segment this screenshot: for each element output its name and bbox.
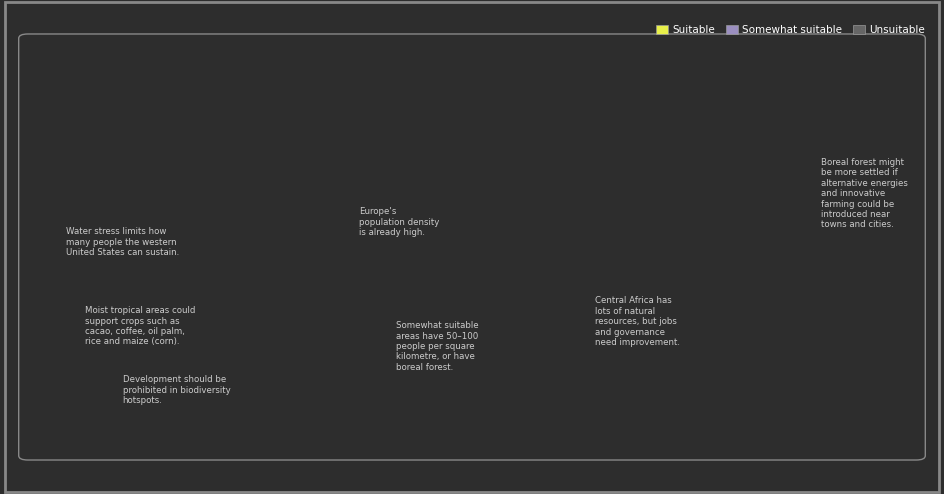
Legend: Suitable, Somewhat suitable, Unsuitable: Suitable, Somewhat suitable, Unsuitable [651,20,929,39]
Text: Development should be
prohibited in biodiversity
hotspots.: Development should be prohibited in biod… [123,375,230,405]
Text: Somewhat suitable
areas have 50–100
people per square
kilometre, or have
boreal : Somewhat suitable areas have 50–100 peop… [396,321,480,371]
Text: Water stress limits how
many people the western
United States can sustain.: Water stress limits how many people the … [66,227,179,257]
Text: Central Africa has
lots of natural
resources, but jobs
and governance
need impro: Central Africa has lots of natural resou… [595,296,680,347]
Text: Moist tropical areas could
support crops such as
cacao, coffee, oil palm,
rice a: Moist tropical areas could support crops… [85,306,195,346]
FancyBboxPatch shape [19,34,925,460]
Text: Europe's
population density
is already high.: Europe's population density is already h… [359,207,439,237]
Text: Boreal forest might
be more settled if
alternative energies
and innovative
farmi: Boreal forest might be more settled if a… [821,158,908,230]
